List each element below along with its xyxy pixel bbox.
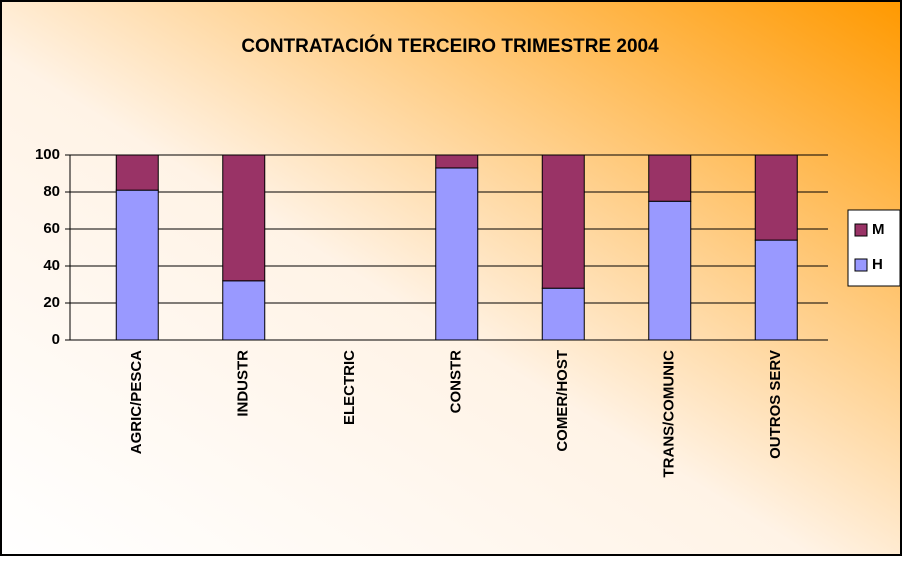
legend-label: H — [872, 256, 883, 273]
chart-title: CONTRATACIÓN TERCEIRO TRIMESTRE 2004 — [241, 35, 659, 57]
x-tick-label: TRANS/COMUNIC — [661, 350, 678, 478]
y-tick-label: 0 — [52, 331, 60, 348]
legend-label: M — [872, 221, 885, 238]
x-tick-label: ELECTRIC — [341, 350, 358, 425]
y-tick-label: 20 — [43, 294, 60, 311]
x-tick-label: INDUSTR — [235, 350, 252, 417]
bar-segment — [541, 154, 585, 289]
legend-swatch — [854, 223, 868, 237]
y-tick-label: 60 — [43, 220, 60, 237]
bar-segment — [222, 154, 266, 282]
y-tick-label: 100 — [35, 146, 60, 163]
bar-segment — [435, 154, 479, 169]
bar-segment — [541, 287, 585, 341]
x-tick-label: CONSTR — [448, 350, 465, 414]
x-tick-label: OUTROS SERV — [767, 350, 784, 459]
x-tick-label: COMER/HOST — [554, 350, 571, 452]
legend-swatch — [854, 258, 868, 272]
bar-segment — [222, 280, 266, 341]
legend-box — [847, 209, 901, 287]
y-tick-label: 80 — [43, 183, 60, 200]
x-tick-label: AGRIC/PESCA — [128, 350, 145, 454]
bar-segment — [754, 239, 798, 341]
bar-segment — [648, 154, 692, 202]
bar-segment — [754, 154, 798, 241]
bar-segment — [115, 189, 159, 341]
bar-segment — [648, 200, 692, 341]
y-tick-label: 40 — [43, 257, 60, 274]
bar-segment — [115, 154, 159, 191]
bar-segment — [435, 167, 479, 341]
